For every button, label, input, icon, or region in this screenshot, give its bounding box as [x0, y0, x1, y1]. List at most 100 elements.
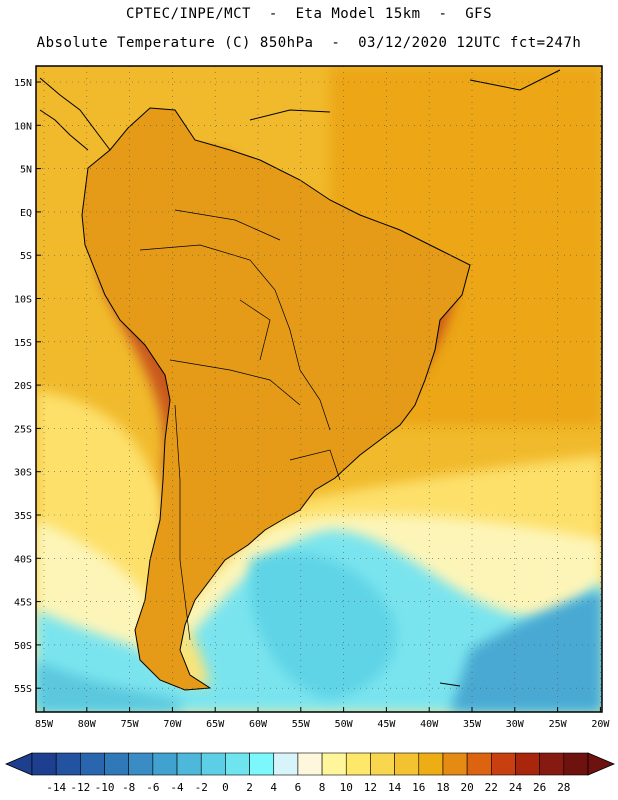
colorbar-label: 24 [509, 781, 523, 794]
lat-label: 45S [14, 598, 32, 609]
colorbar-label: 18 [436, 781, 449, 794]
lon-label: 25W [549, 719, 568, 730]
border-6 [289, 449, 341, 481]
lat-label: 40S [14, 554, 32, 565]
colorbar-swatch [31, 752, 57, 776]
colorbar-swatch [539, 752, 565, 776]
cold-core-southeast [450, 590, 602, 712]
colorbar-label: -4 [170, 781, 184, 794]
lat-label: 55S [14, 684, 32, 695]
colorbar-swatch [200, 752, 226, 776]
lat-label: 10N [14, 121, 32, 132]
axis-ticks [36, 81, 601, 712]
lon-label: 40W [420, 719, 439, 730]
colorbar-label: 4 [270, 781, 277, 794]
map-frame [35, 65, 603, 713]
colorbar-label: 8 [319, 781, 326, 794]
colorbar-label: -6 [146, 781, 159, 794]
lon-label: 70W [163, 719, 182, 730]
colorbar-label: -2 [195, 781, 208, 794]
colorbar-label: -12 [70, 781, 90, 794]
lat-label: 5S [20, 251, 32, 262]
lat-label: 30S [14, 468, 32, 479]
lat-label: 50S [14, 641, 32, 652]
lat-label: 20S [14, 381, 32, 392]
colorbar-label: -8 [122, 781, 135, 794]
graticule [36, 66, 602, 712]
lat-label: 35S [14, 511, 32, 522]
lat-label: EQ [20, 208, 32, 219]
lat-label: 15S [14, 338, 32, 349]
colorbar-swatch [128, 752, 154, 776]
central-america-coast [39, 77, 111, 151]
lat-label: 5N [20, 165, 32, 176]
temperature-field [36, 66, 602, 712]
colorbar-swatch [515, 752, 540, 776]
colorbar-swatch [418, 752, 444, 776]
map-title-line1: CPTEC/INPE/MCT - Eta Model 15km - GFS [125, 6, 493, 22]
colorbar-swatch [370, 752, 395, 776]
lon-label: 85W [35, 719, 54, 730]
colorbar-label: 26 [533, 781, 546, 794]
colorbar-label: 12 [364, 781, 377, 794]
colorbar-label: 16 [412, 781, 425, 794]
colorbar-label: -10 [95, 781, 115, 794]
lon-label: 60W [249, 719, 268, 730]
colorbar-swatch [563, 752, 589, 776]
colorbar-swatch [491, 752, 516, 776]
colorbar-swatch [321, 752, 347, 776]
central-america-pacific [39, 109, 89, 151]
lon-label: 20W [591, 719, 610, 730]
lat-label: 25S [14, 424, 32, 435]
border-2 [174, 209, 281, 241]
colorbar-swatch [249, 752, 275, 776]
lat-label: 10S [14, 295, 32, 306]
lon-label: 75W [121, 719, 140, 730]
colorbar-swatch [104, 752, 129, 776]
lon-label: 35W [463, 719, 482, 730]
colorbar-swatch [273, 752, 299, 776]
colorbar-label: -14 [46, 781, 66, 794]
colorbar-label: 28 [557, 781, 570, 794]
falklands [439, 682, 461, 687]
latitude-labels: 15N 10N 5N EQ 5S 10S 15S 20S 25S 30S 35S 40S 45S 50S 5… [14, 78, 32, 695]
colorbar-swatch [176, 752, 202, 776]
colorbar-labels: -14 -12 -10 -8 -6 -4 -2 0 2 4 6 8 10 12 14 16 18 20 22 24 26… [46, 781, 570, 794]
caribbean-islands [249, 109, 331, 121]
colorbar-label: 10 [340, 781, 353, 794]
colorbar-label: 22 [485, 781, 498, 794]
colorbar-swatch [466, 752, 492, 776]
colorbar-label: 6 [295, 781, 302, 794]
colorbar: -14 -12 -10 -8 -6 -4 -2 0 2 4 6 8 10 12 14 16 18 20 22 24 26… [4, 752, 616, 794]
border-1 [139, 244, 331, 431]
cold-core-atlantic [250, 552, 397, 700]
border-5 [239, 299, 271, 361]
colorbar-swatch [55, 752, 81, 776]
cold-core-pacific [36, 660, 180, 712]
colorbar-min-arrow [4, 752, 33, 776]
lon-label: 30W [506, 719, 525, 730]
colorbar-label: 0 [222, 781, 229, 794]
colorbar-label: 20 [461, 781, 474, 794]
colorbar-swatch [394, 752, 420, 776]
border-3 [169, 359, 301, 406]
colorbar-label: 14 [388, 781, 402, 794]
colorbar-label: 2 [246, 781, 253, 794]
border-4 [174, 404, 191, 641]
lat-label: 15N [14, 78, 32, 89]
lesser-antilles [469, 69, 561, 91]
longitude-labels: 85W 80W 75W 70W 65W 60W 55W 50W 45W 40W 35W 30W 25W 2… [35, 719, 610, 730]
colorbar-swatch [345, 752, 371, 776]
colorbar-swatches [4, 752, 616, 776]
lon-label: 65W [206, 719, 225, 730]
colorbar-swatch [297, 752, 323, 776]
colorbar-swatch [152, 752, 178, 776]
temperature-map: 15N 10N 5N EQ 5S 10S 15S 20S 25S 30S 35S 40S 45S 50S 5… [14, 65, 610, 730]
colorbar-swatch [442, 752, 468, 776]
colorbar-swatch [225, 752, 250, 776]
lon-label: 80W [78, 719, 97, 730]
colorbar-swatch [80, 752, 105, 776]
lon-label: 50W [335, 719, 354, 730]
lon-label: 45W [377, 719, 396, 730]
country-borders [139, 209, 341, 641]
